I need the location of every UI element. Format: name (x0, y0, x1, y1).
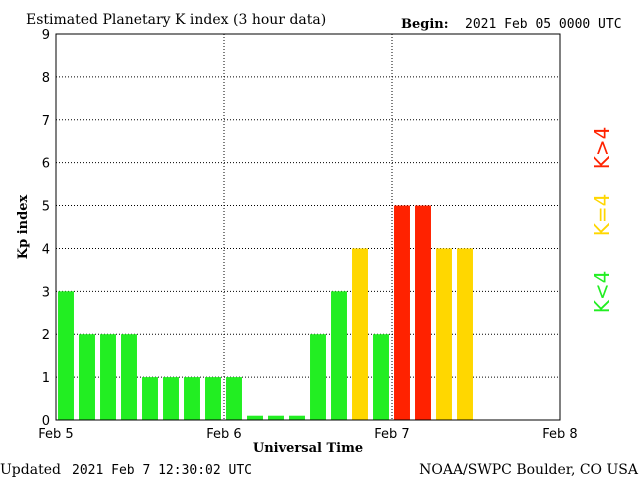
kp-bar (268, 415, 284, 420)
y-tick-labels: 0 1 2 3 4 5 6 7 8 9 (42, 28, 50, 429)
kp-bar (331, 291, 347, 420)
updated-label: Updated (0, 462, 61, 478)
x-tick-labels: Feb 5 Feb 6 Feb 7 Feb 8 (38, 427, 577, 442)
chart-title: Estimated Planetary K index (3 hour data… (26, 12, 326, 28)
kp-bar (289, 415, 305, 420)
y-tick-label: 8 (42, 71, 50, 86)
kp-bar (205, 377, 221, 420)
y-axis-label: Kp index (16, 195, 31, 260)
kp-bar (457, 248, 473, 420)
grid-lines (56, 34, 560, 420)
kp-bar (373, 334, 389, 420)
y-tick-label: 4 (42, 242, 50, 257)
updated-value: 2021 Feb 7 12:30:02 UTC (72, 463, 252, 478)
x-tick-label: Feb 5 (38, 427, 73, 442)
y-tick-label: 0 (42, 414, 50, 429)
kp-bar (100, 334, 116, 420)
kp-bar (310, 334, 326, 420)
kp-bar (352, 248, 368, 420)
x-tick-label: Feb 6 (206, 427, 241, 442)
kp-bar (436, 248, 452, 420)
legend-k-above-4: K>4 (590, 127, 614, 170)
kp-bar (247, 415, 263, 420)
y-tick-label: 1 (42, 371, 50, 386)
kp-bar (184, 377, 200, 420)
x-tick-label: Feb 7 (374, 427, 409, 442)
legend-k-below-4: K<4 (590, 271, 614, 314)
plot-frame (55, 33, 561, 421)
kp-bar (163, 377, 179, 420)
x-tick-label: Feb 8 (542, 427, 577, 442)
y-tick-label: 3 (42, 285, 50, 300)
legend-k-equal-4: K=4 (590, 194, 614, 237)
kp-bar (79, 334, 95, 420)
kp-bar (226, 377, 242, 420)
source-credit: NOAA/SWPC Boulder, CO USA (419, 462, 639, 478)
y-tick-label: 7 (42, 114, 50, 129)
kp-bar (142, 377, 158, 420)
kp-bar (58, 291, 74, 420)
kp-bar (121, 334, 137, 420)
y-tick-label: 6 (42, 157, 50, 172)
x-axis-label: Universal Time (253, 441, 363, 456)
y-tick-label: 2 (42, 328, 50, 343)
bars (58, 205, 473, 420)
kp-bar (394, 205, 410, 420)
y-tick-label: 9 (42, 28, 50, 43)
begin-value: 2021 Feb 05 0000 UTC (465, 17, 622, 32)
kp-bar (415, 205, 431, 420)
begin-label: Begin: (401, 17, 449, 32)
y-tick-label: 5 (42, 200, 50, 215)
